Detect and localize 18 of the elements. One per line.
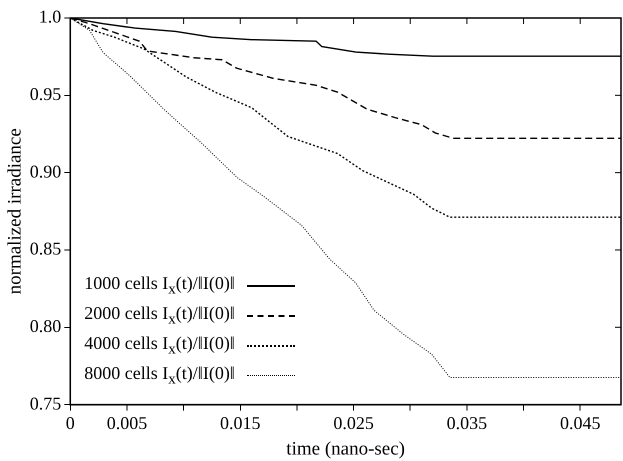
x-tick-label: 0.005 bbox=[106, 413, 148, 434]
x-tick-label: 0.045 bbox=[560, 413, 600, 434]
y-tick-label: 0.85 bbox=[30, 238, 62, 259]
x-axis-title: time (nano-sec) bbox=[286, 438, 405, 460]
x-tick-label: 0.015 bbox=[220, 413, 261, 434]
legend-label: 8000 cells I$_{x}$(t)/‖I(0)‖ bbox=[84, 362, 235, 388]
legend-label: 1000 cells I$_{x}$(t)/‖I(0)‖ bbox=[84, 272, 235, 298]
legend-label: 2000 cells I$_{x}$(t)/‖I(0)‖ bbox=[84, 302, 235, 328]
y-axis-title: normalized irradiance bbox=[4, 128, 26, 294]
x-tick-label: 0 bbox=[66, 413, 75, 434]
y-tick-label: 1.0 bbox=[38, 6, 62, 27]
x-tick-label: 0.035 bbox=[446, 413, 488, 434]
y-tick-label: 0.80 bbox=[30, 316, 62, 336]
y-tick-label: 0.75 bbox=[30, 393, 62, 414]
legend-label: 4000 cells I$_{x}$(t)/‖I(0)‖ bbox=[84, 332, 235, 358]
x-tick-label: 0.025 bbox=[333, 413, 374, 434]
y-tick-label: 0.95 bbox=[30, 84, 62, 104]
y-tick-label: 0.90 bbox=[30, 161, 62, 182]
